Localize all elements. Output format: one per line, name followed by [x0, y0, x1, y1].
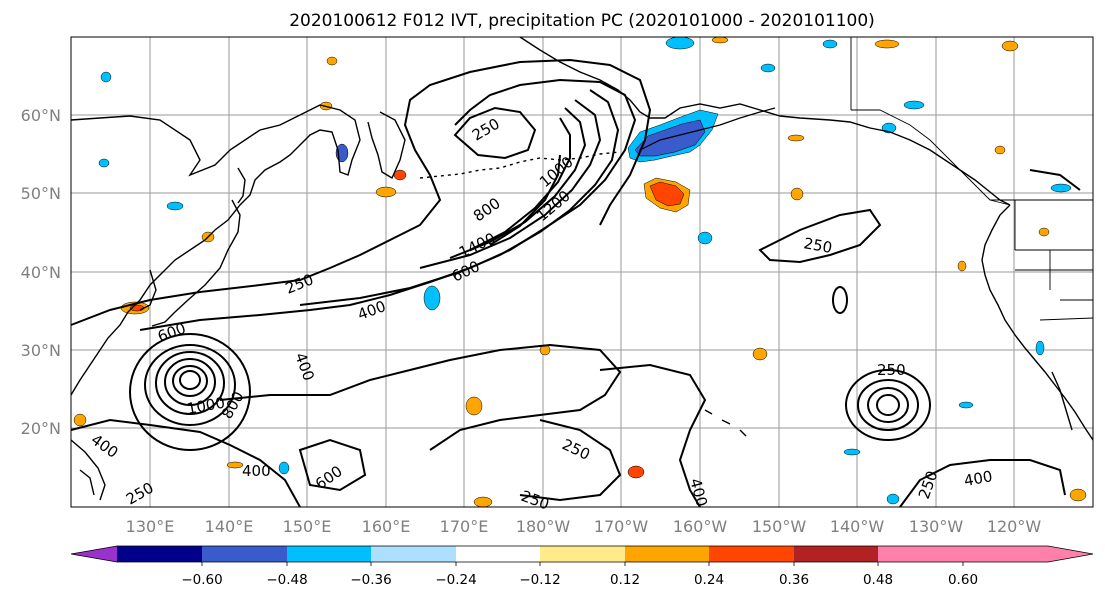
lon-label: 140°W — [830, 517, 885, 536]
colorbar: −0.60 −0.48 −0.36 −0.24 −0.12 0.12 0.24 … — [70, 545, 1094, 588]
lat-label: 30°N — [21, 341, 61, 360]
colorbar-tick-label: −0.24 — [435, 572, 476, 588]
lon-label: 170°W — [594, 517, 649, 536]
colorbar-ticks — [201, 562, 964, 566]
lon-label: 170°E — [440, 517, 489, 536]
lon-label: 140°E — [205, 517, 254, 536]
colorbar-segment — [878, 546, 963, 562]
colorbar-outline — [70, 545, 1094, 563]
map-frame — [70, 36, 1094, 508]
contour-label: 400 — [963, 467, 994, 490]
colorbar-extend-low — [71, 546, 117, 562]
country-borders — [850, 37, 1094, 321]
coastlines — [70, 36, 1094, 501]
colorbar-tick-label: 0.12 — [610, 572, 640, 588]
contour-labels: 250 250 250 250 250 250 250 250 400 400 … — [88, 115, 994, 514]
lon-label: 130°W — [909, 517, 964, 536]
colorbar-segment — [709, 546, 794, 562]
colorbar-segment — [117, 546, 202, 562]
colorbar-segment — [202, 546, 287, 562]
colorbar-tick-label: −0.60 — [181, 572, 222, 588]
lon-label: 160°E — [362, 517, 411, 536]
contour-label: 250 — [802, 234, 833, 257]
colorbar-segment — [456, 546, 540, 562]
map-panel: 250 250 250 250 250 250 250 250 400 400 … — [70, 36, 1094, 514]
contour-label: 250 — [877, 361, 906, 379]
lat-label: 40°N — [21, 263, 61, 282]
figure-title: 2020100612 F012 IVT, precipitation PC (2… — [289, 11, 875, 31]
lat-label: 60°N — [21, 106, 61, 125]
colorbar-segment — [371, 546, 456, 562]
colorbar-tick-label: −0.48 — [266, 572, 307, 588]
lon-label: 180°W — [516, 517, 571, 536]
lon-label: 160°W — [673, 517, 728, 536]
colorbar-tick-label: −0.36 — [350, 572, 391, 588]
lon-label: 150°W — [752, 517, 807, 536]
colorbar-segment — [794, 546, 878, 562]
colorbar-segment — [625, 546, 709, 562]
contour-label: 400 — [242, 462, 271, 480]
colorbar-segment — [540, 546, 625, 562]
lon-label: 130°E — [126, 517, 175, 536]
colorbar-extend-high — [963, 546, 1093, 562]
colorbar-tick-label: 0.24 — [694, 572, 724, 588]
ivt-contours — [70, 58, 1081, 508]
colorbar-tick-label: −0.12 — [519, 572, 560, 588]
colorbar-segment — [287, 546, 371, 562]
latitude-labels: 60°N 50°N 40°N 30°N 20°N — [21, 106, 61, 438]
colorbar-tick-label: 0.36 — [779, 572, 809, 588]
lon-label: 150°E — [283, 517, 332, 536]
colorbar-tick-label: 0.48 — [863, 572, 893, 588]
lon-label: 120°W — [987, 517, 1042, 536]
lat-label: 50°N — [21, 184, 61, 203]
longitude-labels: 130°E 140°E 150°E 160°E 170°E 180°W 170°… — [126, 517, 1042, 536]
lat-label: 20°N — [21, 419, 61, 438]
colorbar-tick-label: 0.60 — [948, 572, 978, 588]
